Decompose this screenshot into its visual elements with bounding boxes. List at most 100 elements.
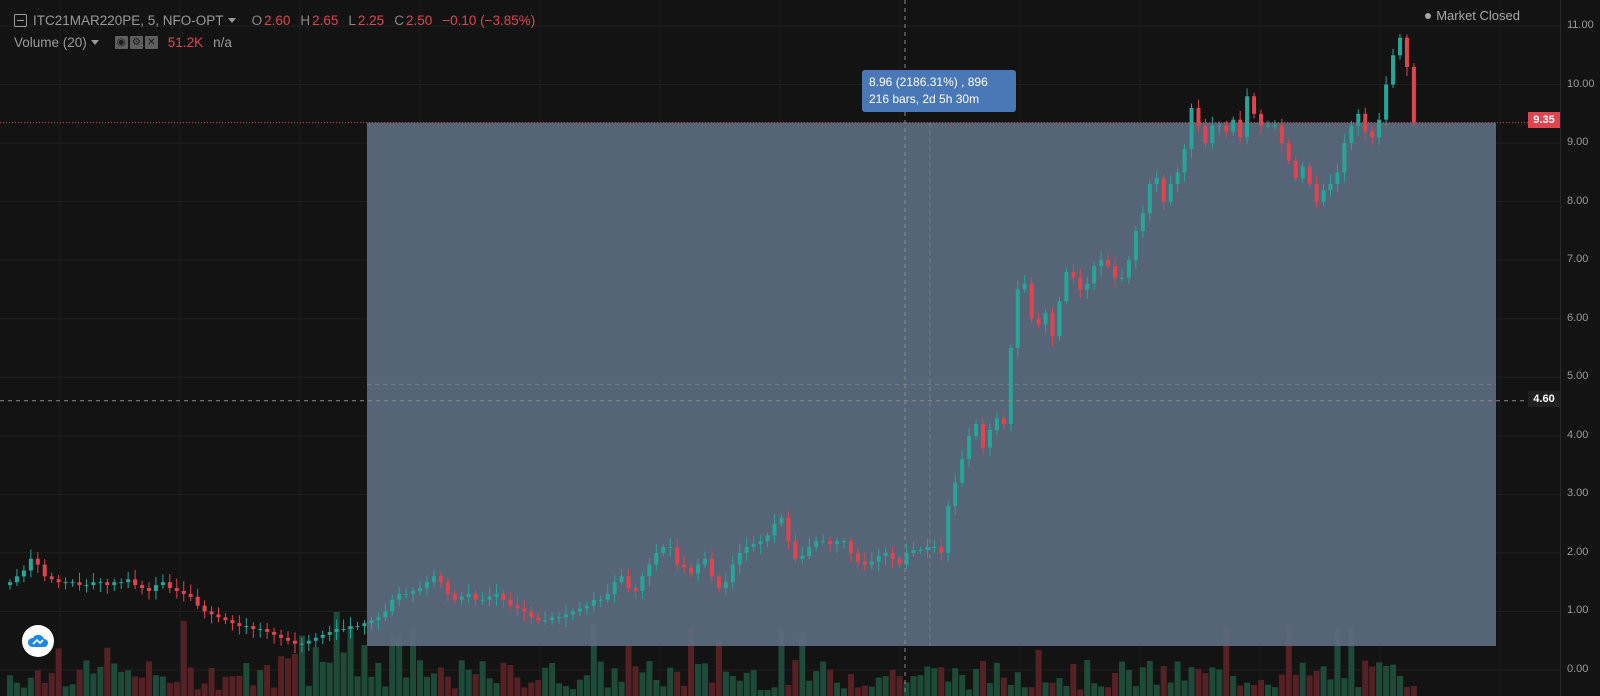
price-axis[interactable]: 11.00 10.00 9.00 8.00 7.00 6.00 5.00 4.00 3.00 2.… xyxy=(1560,0,1600,696)
candle-body xyxy=(466,593,471,597)
price-tick-label: 6.00 xyxy=(1567,311,1589,324)
volume-bar xyxy=(1299,662,1306,696)
volume-bar xyxy=(1188,667,1195,696)
volume-bar xyxy=(347,626,354,696)
candle-body xyxy=(369,620,374,624)
candle-body xyxy=(70,582,75,584)
price-tick-label: 10.00 xyxy=(1567,77,1595,90)
candle-body xyxy=(1265,125,1270,127)
candle-body xyxy=(1279,125,1284,144)
candle-body xyxy=(918,549,923,551)
chart-pane[interactable] xyxy=(0,0,1560,696)
volume-bar xyxy=(1223,626,1230,696)
candle-body xyxy=(230,620,235,624)
candle-body xyxy=(848,541,853,553)
candle-body xyxy=(209,611,214,615)
volume-bar xyxy=(639,672,646,696)
volume-bar xyxy=(333,612,340,696)
measure-range-box[interactable] xyxy=(367,122,1496,646)
volume-bar xyxy=(187,667,194,696)
candle-body xyxy=(772,523,777,536)
candle-body xyxy=(56,579,61,583)
volume-bar xyxy=(1021,687,1028,696)
eye-icon[interactable]: ◉ xyxy=(114,35,128,49)
volume-bar xyxy=(222,676,229,696)
volume-bar xyxy=(368,676,375,696)
volume-bar xyxy=(1049,682,1056,696)
candle-body xyxy=(570,611,575,615)
chevron-down-icon[interactable] xyxy=(90,39,99,45)
volume-bar xyxy=(785,684,792,696)
chevron-down-icon[interactable] xyxy=(227,17,236,23)
candle-body xyxy=(1050,312,1055,337)
volume-bar xyxy=(1119,661,1125,696)
volume-bar xyxy=(271,687,278,696)
candle-body xyxy=(981,424,985,448)
candle-body xyxy=(1411,66,1416,123)
candle-body xyxy=(1175,172,1180,185)
volume-bar xyxy=(1105,687,1112,696)
volume-bar xyxy=(1320,666,1327,696)
candle-body xyxy=(960,459,965,483)
volume-label[interactable]: Volume (20) xyxy=(14,34,87,50)
volume-bar xyxy=(674,671,681,696)
volume-bar xyxy=(896,676,903,696)
volume-bar xyxy=(354,676,361,696)
volume-bar xyxy=(729,676,736,696)
candle-body xyxy=(1182,148,1187,173)
candle-body xyxy=(320,634,325,638)
candle-body xyxy=(723,582,728,589)
volume-bar xyxy=(278,656,285,696)
candle-body xyxy=(188,593,193,597)
volume-value: 51.2K xyxy=(167,34,204,50)
candle-body xyxy=(119,582,124,584)
volume-bar xyxy=(166,682,173,696)
volume-bar xyxy=(986,683,993,696)
volume-bar xyxy=(847,674,854,696)
candle-body xyxy=(1217,125,1222,127)
volume-bar xyxy=(451,688,458,696)
candle-body xyxy=(1286,143,1291,161)
volume-bar xyxy=(41,682,48,696)
collapse-legend-icon[interactable] xyxy=(14,13,27,27)
candle-body xyxy=(661,547,666,553)
candle-body xyxy=(793,541,798,559)
candle-body xyxy=(1231,119,1236,132)
volume-bar xyxy=(1376,662,1383,696)
volume-bar xyxy=(660,686,667,696)
volume-bar xyxy=(1285,624,1292,696)
volume-bar xyxy=(1098,686,1105,696)
volume-bar xyxy=(910,676,917,696)
candle-body xyxy=(1022,283,1027,290)
candle-body xyxy=(668,547,673,549)
price-tick-label: 8.00 xyxy=(1567,194,1589,207)
candle-body xyxy=(21,570,26,577)
volume-bar xyxy=(514,677,521,696)
candle-body xyxy=(63,582,68,584)
volume-bar xyxy=(1146,660,1153,696)
volume-bar xyxy=(528,682,535,696)
candle-body xyxy=(42,564,47,577)
volume-bar xyxy=(257,670,264,696)
volume-bar xyxy=(90,673,97,696)
symbol-label[interactable]: ITC21MAR220PE, 5, NFO-OPT xyxy=(33,12,224,28)
volume-bar xyxy=(69,684,76,696)
volume-bar xyxy=(1042,682,1049,696)
volume-bar xyxy=(7,675,13,696)
volume-bar xyxy=(632,666,639,696)
cloud-logo-icon[interactable] xyxy=(22,625,54,657)
gear-icon[interactable]: ⚙ xyxy=(129,35,143,49)
volume-bar xyxy=(285,658,291,696)
last-price-label: 9.35 xyxy=(1528,112,1560,128)
volume-legend[interactable]: Volume (20) ◉ ⚙ ✕ 51.2K n/a xyxy=(14,31,545,53)
candle-body xyxy=(1252,96,1257,114)
volume-bar xyxy=(20,687,27,696)
volume-bar xyxy=(646,661,653,696)
volume-bar xyxy=(1327,679,1334,696)
close-icon[interactable]: ✕ xyxy=(144,35,158,49)
candle-body xyxy=(1210,125,1215,144)
candle-body xyxy=(730,564,735,583)
open-value: 2.60 xyxy=(264,12,291,28)
